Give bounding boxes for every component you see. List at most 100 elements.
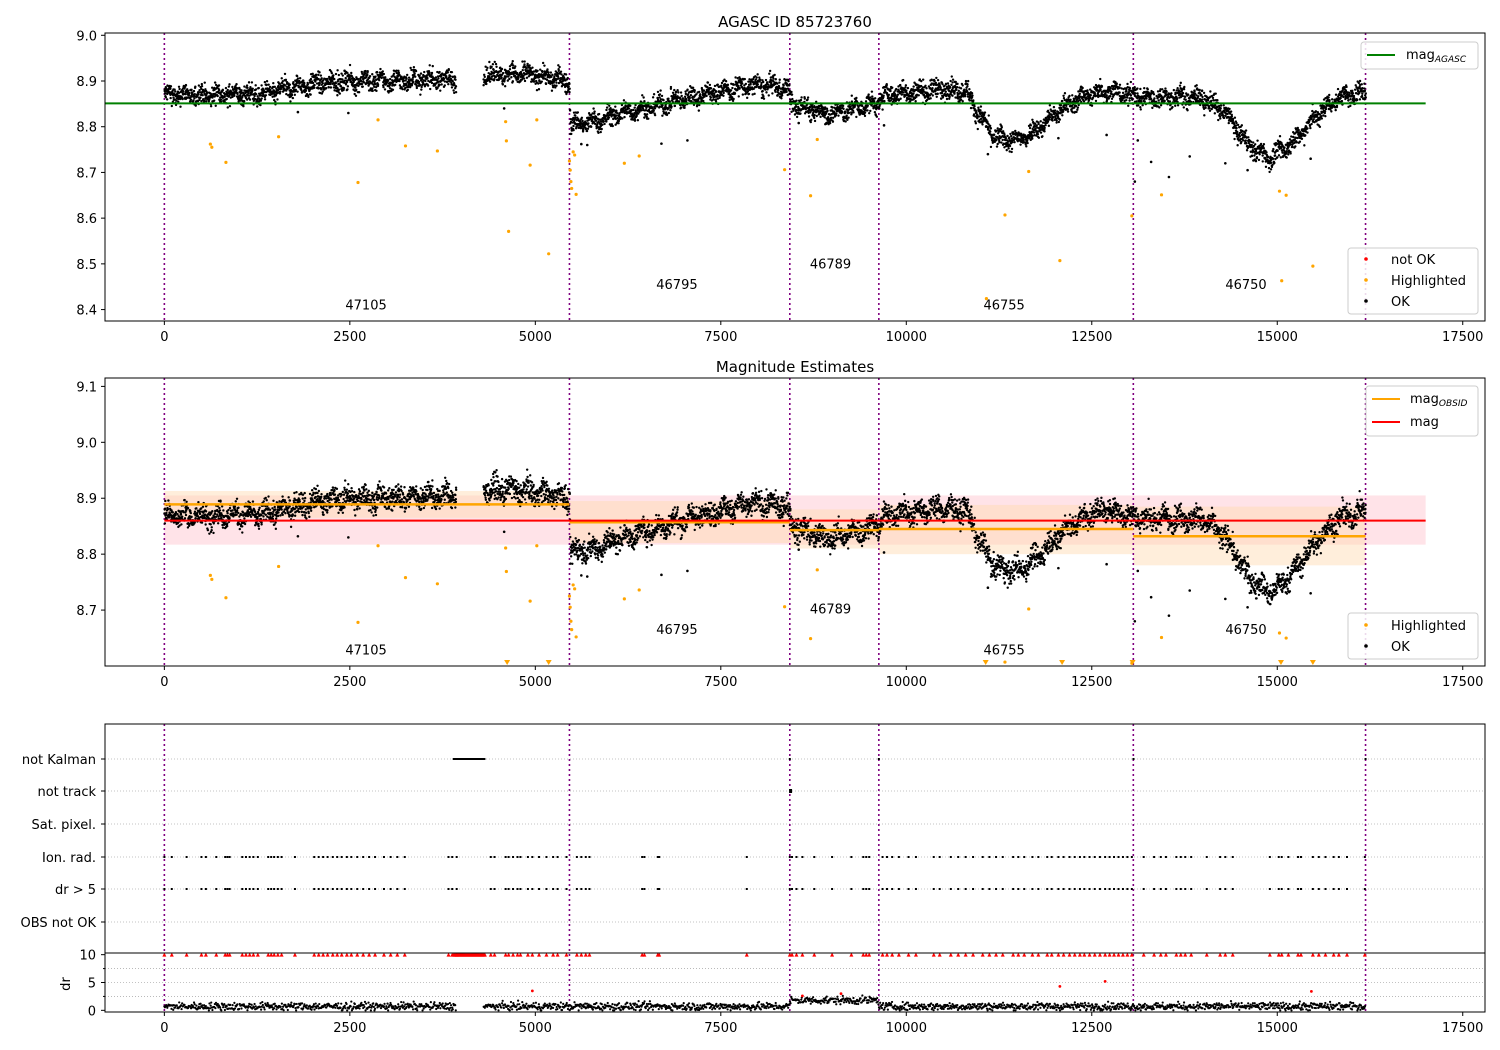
ok-point bbox=[669, 85, 673, 89]
ok-point bbox=[181, 97, 184, 101]
ok-point bbox=[961, 84, 964, 87]
ok-point bbox=[589, 125, 593, 128]
ok-point bbox=[200, 82, 204, 86]
ok-point bbox=[379, 67, 382, 71]
ok-point bbox=[500, 76, 503, 79]
ok-point bbox=[864, 100, 868, 103]
ok-point bbox=[550, 89, 554, 92]
ok-point bbox=[697, 90, 701, 94]
ok-point bbox=[223, 95, 227, 98]
ok-point bbox=[765, 91, 768, 94]
ok-point bbox=[1128, 87, 1132, 90]
ok-point bbox=[1055, 119, 1058, 122]
ok-point bbox=[175, 99, 178, 102]
ok-point bbox=[355, 88, 358, 91]
ok-point bbox=[605, 106, 609, 109]
ok-point bbox=[1261, 160, 1264, 163]
ok-point bbox=[595, 119, 598, 122]
ok-point bbox=[1118, 83, 1122, 86]
ok-point bbox=[555, 81, 558, 84]
ok-point bbox=[248, 94, 251, 97]
ok-point bbox=[557, 69, 560, 73]
ok-point bbox=[398, 73, 401, 77]
ok-point bbox=[806, 98, 809, 101]
ok-point bbox=[929, 97, 932, 100]
ok-point bbox=[503, 84, 507, 88]
ok-point bbox=[333, 77, 336, 81]
ok-point bbox=[868, 111, 871, 115]
ok-point bbox=[972, 99, 975, 102]
ok-point bbox=[896, 93, 900, 96]
ok-point bbox=[1125, 90, 1128, 93]
ok-point bbox=[1134, 92, 1137, 95]
ok-point bbox=[559, 70, 563, 73]
ok-point bbox=[956, 82, 959, 86]
ok-point bbox=[787, 79, 790, 83]
ok-point bbox=[236, 92, 239, 96]
ok-point bbox=[401, 87, 404, 91]
ok-point bbox=[200, 87, 203, 91]
ok-point bbox=[689, 94, 693, 97]
ok-point bbox=[1222, 104, 1225, 107]
ok-point bbox=[1039, 131, 1043, 134]
ok-point bbox=[946, 82, 950, 85]
ok-point bbox=[1143, 100, 1146, 103]
ok-point bbox=[241, 96, 244, 99]
ok-point bbox=[549, 71, 553, 74]
ok-point bbox=[1219, 107, 1222, 110]
ok-point bbox=[1290, 135, 1293, 138]
ok-point bbox=[895, 96, 898, 99]
ok-point bbox=[228, 104, 232, 108]
ok-point bbox=[564, 73, 568, 76]
ok-point bbox=[353, 78, 357, 82]
ok-point bbox=[988, 124, 992, 127]
ok-point bbox=[1297, 128, 1300, 132]
ok-point bbox=[514, 65, 517, 68]
ok-point bbox=[309, 93, 312, 96]
ok-point bbox=[1210, 99, 1213, 103]
ok-point bbox=[1182, 106, 1186, 109]
ok-point bbox=[1273, 161, 1276, 165]
ok-point bbox=[166, 92, 169, 96]
ok-point bbox=[1161, 88, 1164, 91]
ok-point bbox=[1243, 131, 1247, 135]
ok-point bbox=[409, 66, 412, 70]
ok-point bbox=[1078, 92, 1081, 96]
ok-point bbox=[360, 82, 364, 86]
ok-point bbox=[844, 110, 847, 113]
ok-point bbox=[632, 108, 635, 112]
ok-point bbox=[1200, 89, 1204, 92]
ok-point bbox=[490, 65, 493, 69]
ok-point bbox=[375, 89, 378, 93]
ok-point bbox=[765, 81, 769, 84]
ok-point bbox=[762, 97, 766, 100]
ok-point bbox=[440, 83, 443, 86]
ok-point bbox=[747, 92, 751, 96]
ok-point bbox=[1105, 99, 1109, 102]
ok-point bbox=[1234, 124, 1238, 127]
ok-point bbox=[276, 98, 279, 101]
ok-point bbox=[1048, 104, 1052, 107]
ok-point bbox=[977, 115, 981, 118]
ok-point bbox=[724, 80, 728, 83]
ok-point bbox=[995, 138, 998, 142]
ok-point bbox=[869, 109, 872, 113]
ok-point bbox=[652, 93, 656, 96]
ok-point bbox=[209, 104, 213, 108]
ok-point bbox=[510, 76, 513, 79]
ok-point bbox=[1128, 99, 1131, 102]
ok-point bbox=[341, 74, 344, 77]
ok-point bbox=[263, 98, 267, 101]
ok-point bbox=[647, 117, 650, 120]
ok-point bbox=[1294, 145, 1297, 148]
ok-point bbox=[959, 87, 963, 90]
ok-point bbox=[1233, 116, 1237, 119]
ok-point bbox=[260, 97, 263, 100]
ok-point bbox=[283, 72, 287, 76]
ok-point bbox=[667, 97, 670, 100]
ok-point bbox=[522, 77, 526, 80]
ok-point bbox=[633, 118, 637, 122]
ok-point bbox=[1219, 109, 1222, 112]
ok-point bbox=[346, 88, 349, 91]
ok-point bbox=[683, 104, 686, 107]
